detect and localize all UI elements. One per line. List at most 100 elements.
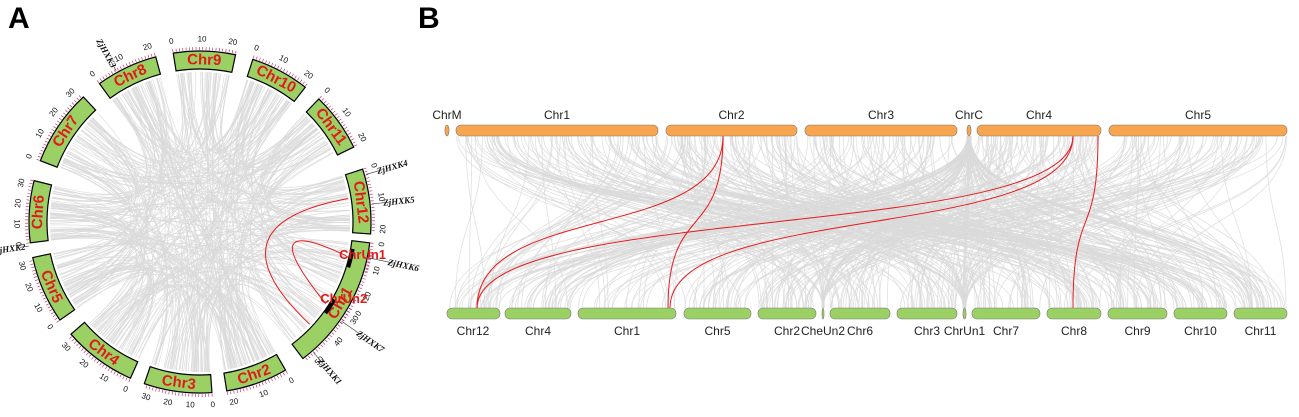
tick-mark xyxy=(368,258,372,260)
gray-link xyxy=(219,73,319,166)
chromosome-bar xyxy=(455,124,659,137)
chromosome-band xyxy=(39,96,97,168)
gray-link xyxy=(490,135,530,309)
chromosome-bar xyxy=(1108,124,1288,137)
gray-link xyxy=(1039,135,1152,309)
tick-label: 0 xyxy=(377,241,387,247)
gray-link xyxy=(50,99,288,215)
chromosome-label: Chr9 xyxy=(1124,324,1150,338)
gene-pointer xyxy=(372,201,389,205)
gene-pointer xyxy=(341,320,363,336)
tick-mark xyxy=(28,186,32,188)
gray-link xyxy=(65,80,164,290)
gray-link xyxy=(577,135,1236,309)
gray-link xyxy=(760,135,935,309)
gray-link xyxy=(511,135,1100,309)
tick-mark xyxy=(99,78,102,82)
top-chromosome-row: ChrM Chr1 Chr2 Chr3 ChrC Chr4 Chr5 xyxy=(432,108,1288,137)
tick-mark xyxy=(367,183,371,186)
bottom-chromosome-chrun1: ChrUn1 xyxy=(944,307,986,338)
gray-link xyxy=(50,88,269,218)
gray-link xyxy=(763,135,1149,309)
gray-link xyxy=(71,95,151,301)
gray-link xyxy=(508,135,968,309)
gray-link xyxy=(54,186,327,303)
tick-mark xyxy=(344,126,348,130)
gene-pointer xyxy=(366,169,383,175)
top-chromosome-chr2: Chr2 xyxy=(665,108,798,137)
gray-link xyxy=(734,135,1260,309)
tick-mark xyxy=(58,117,62,121)
tick-mark xyxy=(45,303,49,306)
tick-mark xyxy=(125,377,128,381)
bottom-chromosome-chr9: Chr9 xyxy=(1107,307,1168,338)
tick-mark xyxy=(363,274,367,277)
gray-link xyxy=(178,73,199,372)
tick-mark xyxy=(324,339,328,343)
tick-label: 0 xyxy=(287,375,296,385)
tick-label: 10 xyxy=(258,388,270,400)
gray-link xyxy=(635,135,1080,309)
gray-link xyxy=(694,135,768,309)
gray-link xyxy=(1063,135,1287,309)
tick-mark xyxy=(107,368,110,372)
gene-label: ZjHXK5 xyxy=(382,194,416,207)
gray-link xyxy=(181,73,343,271)
gray-link xyxy=(133,87,267,357)
gray-link xyxy=(121,93,296,338)
gray-link xyxy=(523,135,1227,309)
tick-mark xyxy=(274,64,277,68)
tick-mark xyxy=(365,174,369,176)
gray-link xyxy=(784,135,793,309)
gray-link xyxy=(822,135,1188,309)
gray-link xyxy=(1026,135,1220,309)
chromosome-label: Chr3 xyxy=(161,372,197,393)
tick-mark xyxy=(33,276,37,278)
chromosome-bar xyxy=(683,307,752,320)
chromosome-label: ChrUn1 xyxy=(944,324,986,338)
gray-link xyxy=(917,135,1023,309)
chromosome-label: Chr3 xyxy=(914,324,940,338)
tick-mark xyxy=(43,143,47,146)
gray-link xyxy=(528,135,899,309)
tick-label: 0 xyxy=(24,152,34,160)
tick-mark xyxy=(345,313,349,316)
gray-link xyxy=(556,135,601,309)
tick-mark xyxy=(113,371,116,375)
tick-label: 20 xyxy=(163,397,174,408)
tick-mark xyxy=(39,152,43,155)
tick-mark xyxy=(326,103,329,106)
gray-link xyxy=(969,135,1034,309)
gray-link xyxy=(138,292,181,370)
tick-mark xyxy=(283,68,286,72)
tick-mark xyxy=(37,155,41,158)
gray-link xyxy=(456,135,667,309)
gray-link xyxy=(116,97,180,370)
bottom-chromosome-chr7: Chr7 xyxy=(971,307,1041,338)
chromosome-label: Chr2 xyxy=(774,324,800,338)
tick-mark xyxy=(147,54,150,58)
gray-link xyxy=(146,81,349,206)
gray-link xyxy=(1071,135,1195,309)
tick-mark xyxy=(122,376,125,380)
tick-mark xyxy=(347,132,351,135)
top-chromosome-chr5: Chr5 xyxy=(1108,108,1288,137)
tick-mark xyxy=(366,177,370,179)
bottom-chromosome-chr10: Chr10 xyxy=(1173,307,1228,338)
tick-mark xyxy=(343,316,347,319)
tick-mark xyxy=(29,182,33,185)
gray-link xyxy=(702,135,1268,309)
collinearity-links-gray xyxy=(49,71,351,372)
gray-link xyxy=(486,135,810,309)
gray-link xyxy=(468,135,473,309)
bottom-chromosome-chr2: Chr2 xyxy=(757,307,817,338)
gray-link xyxy=(50,139,132,224)
tick-mark xyxy=(76,343,79,347)
gray-link xyxy=(202,72,345,190)
gray-link xyxy=(970,135,1264,309)
gray-link xyxy=(51,161,129,208)
tick-mark xyxy=(264,381,267,385)
tick-mark xyxy=(30,179,34,181)
chromosome-chr12: Chr12 0 10 20 xyxy=(344,162,388,235)
tick-mark xyxy=(88,354,92,358)
